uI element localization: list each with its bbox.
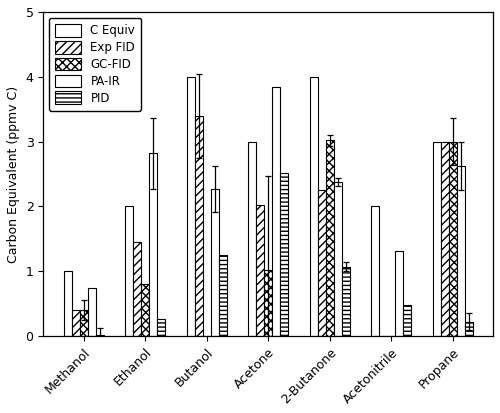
Bar [310,77,318,336]
Bar [157,319,165,336]
Bar [448,142,456,336]
Bar [186,77,194,336]
Bar [133,242,141,336]
Bar [342,267,349,336]
Bar [210,189,218,336]
Bar [248,142,256,336]
Bar [318,190,326,336]
Bar [194,116,202,336]
Bar [272,87,280,336]
Bar [96,335,104,336]
Bar [326,140,334,336]
Bar [264,270,272,336]
Bar [125,206,133,336]
Bar [371,206,379,336]
Bar [334,182,342,336]
Bar [72,310,80,336]
Bar [395,251,403,336]
Bar [88,287,96,336]
Bar [149,153,157,336]
Y-axis label: Carbon Equivalent (ppmv C): Carbon Equivalent (ppmv C) [7,85,20,263]
Bar [64,271,72,336]
Bar [218,255,226,336]
Legend: C Equiv, Exp FID, GC-FID, PA-IR, PID: C Equiv, Exp FID, GC-FID, PA-IR, PID [49,18,141,111]
Bar [280,173,288,336]
Bar [403,305,411,336]
Bar [464,322,472,336]
Bar [432,142,440,336]
Bar [456,166,464,336]
Bar [141,284,149,336]
Bar [80,310,88,336]
Bar [440,142,448,336]
Bar [256,204,264,336]
